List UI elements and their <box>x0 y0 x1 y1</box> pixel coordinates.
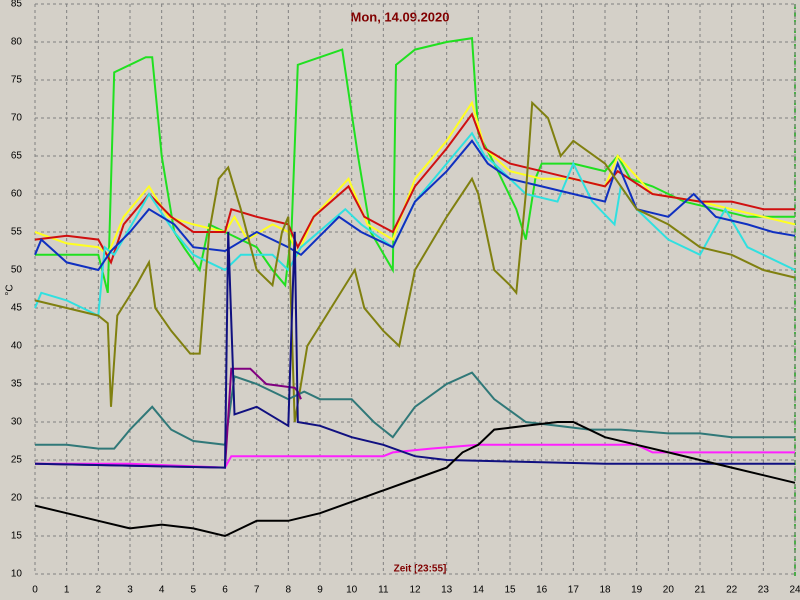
x-tick-label: 17 <box>568 585 580 596</box>
x-tick-label: 0 <box>32 585 38 596</box>
x-tick-label: 11 <box>378 585 389 596</box>
y-tick-label: 80 <box>11 37 23 48</box>
x-tick-label: 20 <box>663 585 675 596</box>
x-tick-label: 18 <box>599 585 611 596</box>
x-tick-label: 3 <box>127 585 133 596</box>
y-tick-label: 65 <box>11 151 23 162</box>
x-tick-label: 13 <box>441 585 453 596</box>
x-tick-label: 21 <box>694 585 706 596</box>
x-tick-label: 16 <box>536 585 548 596</box>
y-tick-label: 75 <box>11 75 23 86</box>
y-tick-label: 15 <box>11 531 23 542</box>
x-tick-label: 4 <box>159 585 165 596</box>
y-tick-label: 25 <box>11 455 23 466</box>
x-tick-label: 8 <box>286 585 292 596</box>
series-line <box>34 100 796 258</box>
x-axis-label: Zeit [23:55] <box>394 564 447 575</box>
y-axis-label: °C <box>5 284 16 295</box>
series-line <box>34 139 796 272</box>
x-tick-label: 6 <box>222 585 228 596</box>
x-tick-label: 23 <box>758 585 770 596</box>
y-tick-label: 55 <box>11 227 23 238</box>
x-tick-label: 7 <box>254 585 260 596</box>
series-line <box>35 37 795 294</box>
x-tick-label: 2 <box>96 585 102 596</box>
series-line <box>35 371 795 450</box>
y-tick-label: 35 <box>11 379 23 390</box>
x-tick-label: 9 <box>317 585 323 596</box>
series-line <box>34 421 796 538</box>
series-line <box>34 100 796 423</box>
y-tick-label: 50 <box>11 265 23 276</box>
y-tick-label: 70 <box>11 113 23 124</box>
series-line <box>34 231 795 469</box>
x-tick-label: 14 <box>473 585 485 596</box>
x-tick-label: 12 <box>409 585 421 596</box>
y-tick-label: 10 <box>11 569 23 580</box>
y-tick-label: 20 <box>11 493 23 504</box>
y-tick-label: 40 <box>11 341 23 352</box>
y-tick-label: 85 <box>11 0 23 10</box>
x-tick-label: 22 <box>726 585 738 596</box>
chart-title: Mon, 14.09.2020 <box>351 9 450 24</box>
x-tick-label: 19 <box>631 585 643 596</box>
y-tick-label: 60 <box>11 189 23 200</box>
x-tick-label: 10 <box>346 585 358 596</box>
y-tick-label: 30 <box>11 417 23 428</box>
x-tick-label: 24 <box>789 585 800 596</box>
y-tick-label: 45 <box>11 303 23 314</box>
x-tick-label: 5 <box>191 585 197 596</box>
x-tick-label: 15 <box>504 585 516 596</box>
x-tick-label: 1 <box>64 585 70 596</box>
